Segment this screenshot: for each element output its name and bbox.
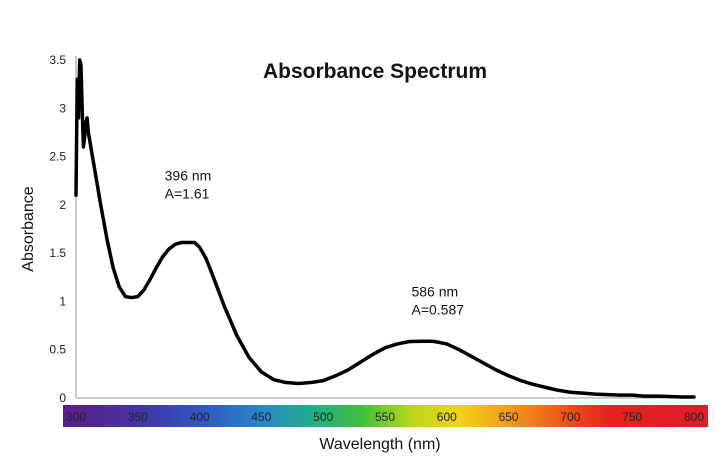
plot-area — [74, 58, 696, 399]
x-tick-label: 700 — [560, 410, 580, 424]
peak-annotation: 586 nm — [411, 283, 458, 299]
y-tick-label: 2.5 — [49, 150, 66, 164]
peak-annotation: A=1.61 — [165, 186, 210, 202]
x-tick-label: 800 — [684, 410, 704, 424]
absorbance-series-line — [74, 58, 696, 399]
x-tick-label: 550 — [375, 410, 395, 424]
y-tick-label: 3 — [59, 101, 66, 115]
x-tick-label: 300 — [66, 410, 86, 424]
y-tick-label: 3.5 — [49, 53, 66, 67]
y-tick-label: 0.5 — [49, 343, 66, 357]
y-tick-label: 2 — [59, 198, 66, 212]
y-axis: 0 0.5 1 1.5 2 2.5 3 3.5 — [49, 53, 77, 405]
x-tick-label: 400 — [190, 410, 210, 424]
y-tick-label: 1.5 — [49, 246, 66, 260]
wavelength-spectrum-bar — [63, 405, 708, 427]
x-axis-label: Wavelength (nm) — [319, 436, 440, 453]
annotations: 396 nm A=1.61 586 nm A=0.587 — [165, 168, 465, 318]
x-tick-label: 350 — [128, 410, 148, 424]
y-axis-label: Absorbance — [20, 186, 37, 271]
peak-annotation: A=0.587 — [411, 301, 464, 317]
peak-annotation: 396 nm — [165, 168, 212, 184]
x-tick-label: 450 — [251, 410, 271, 424]
x-tick-label: 650 — [499, 410, 519, 424]
chart-title: Absorbance Spectrum — [263, 60, 487, 83]
x-tick-label: 750 — [622, 410, 642, 424]
y-tick-label: 0 — [59, 391, 66, 405]
x-tick-label: 600 — [437, 410, 457, 424]
x-tick-label: 500 — [313, 410, 333, 424]
y-tick-label: 1 — [59, 294, 66, 308]
